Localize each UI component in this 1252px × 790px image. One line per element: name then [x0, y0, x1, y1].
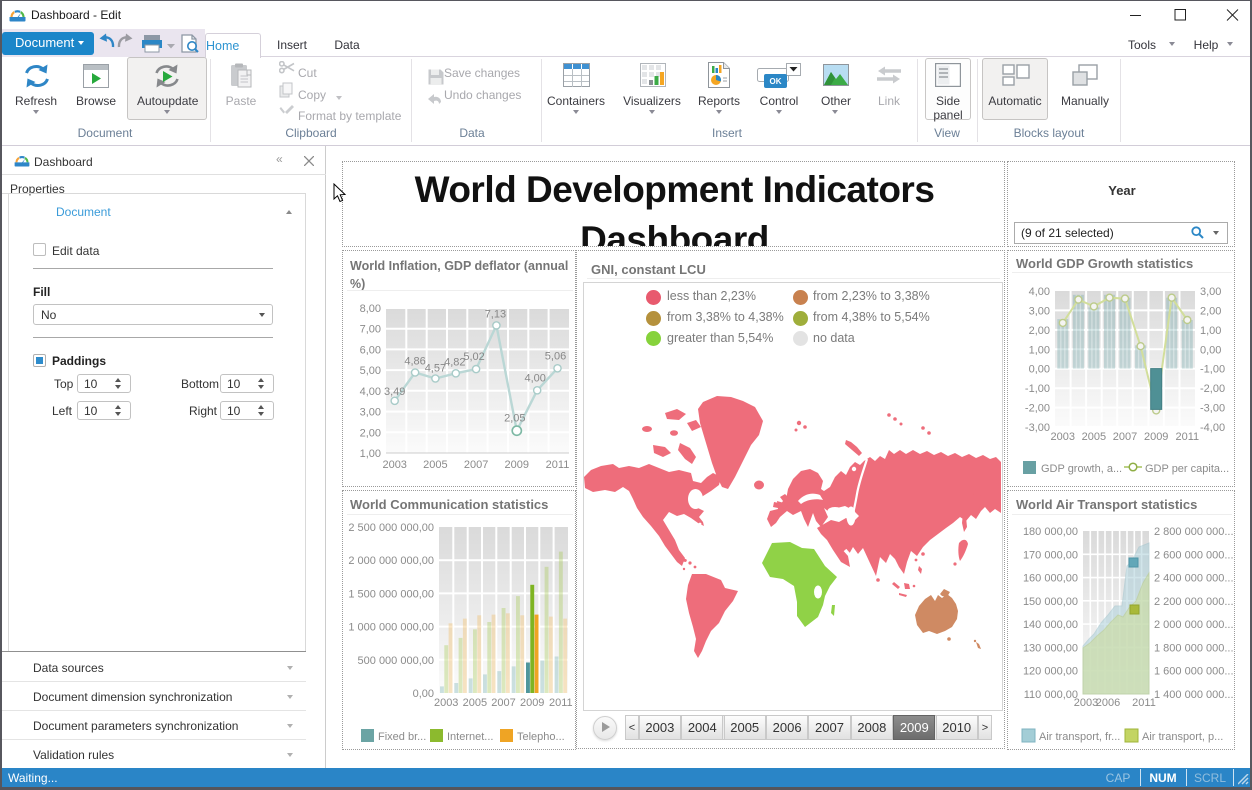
svg-text:2,00: 2,00 — [1200, 305, 1221, 317]
svg-text:7,13: 7,13 — [485, 308, 506, 320]
svg-text:2003: 2003 — [382, 459, 406, 471]
svg-text:2 600 000 000...: 2 600 000 000... — [1154, 549, 1234, 561]
svg-text:-2,00: -2,00 — [1025, 403, 1050, 415]
svg-text:2009: 2009 — [1144, 431, 1168, 443]
svg-text:Air transport, fr...: Air transport, fr... — [1039, 731, 1120, 743]
svg-text:4,57: 4,57 — [425, 363, 446, 375]
svg-text:-4,00: -4,00 — [1200, 422, 1225, 434]
svg-text:110 000,00: 110 000,00 — [1024, 689, 1078, 701]
svg-text:2 000 000 000...: 2 000 000 000... — [1154, 619, 1234, 631]
svg-text:5,00: 5,00 — [360, 365, 381, 377]
svg-text:2005: 2005 — [463, 697, 487, 709]
svg-text:2 500 000 000,00: 2 500 000 000,00 — [348, 522, 434, 534]
svg-text:2007: 2007 — [1113, 431, 1137, 443]
svg-text:OK: OK — [770, 77, 782, 86]
svg-text:2011: 2011 — [1175, 431, 1199, 443]
svg-text:130 000,00: 130 000,00 — [1023, 642, 1078, 654]
svg-text:0,00: 0,00 — [1029, 364, 1050, 376]
svg-text:120 000,00: 120 000,00 — [1023, 666, 1078, 678]
svg-text:2007: 2007 — [464, 459, 488, 471]
svg-text:Internet...: Internet... — [447, 731, 493, 743]
svg-text:0,00: 0,00 — [1200, 344, 1221, 356]
svg-text:2,00: 2,00 — [360, 427, 381, 439]
svg-text:7,00: 7,00 — [360, 324, 381, 336]
svg-text:2011: 2011 — [549, 697, 573, 709]
svg-text:2,05: 2,05 — [504, 413, 525, 425]
svg-text:150 000,00: 150 000,00 — [1023, 596, 1078, 608]
svg-text:4,00: 4,00 — [360, 386, 381, 398]
svg-text:160 000,00: 160 000,00 — [1023, 573, 1078, 585]
svg-text:Air transport, p...: Air transport, p... — [1142, 731, 1223, 743]
svg-text:2011: 2011 — [1132, 697, 1156, 709]
svg-text:5,02: 5,02 — [463, 351, 484, 363]
svg-text:8,00: 8,00 — [360, 303, 381, 315]
svg-text:2003: 2003 — [434, 697, 458, 709]
svg-text:2 200 000 000...: 2 200 000 000... — [1154, 596, 1234, 608]
svg-text:2009: 2009 — [505, 459, 529, 471]
svg-text:2011: 2011 — [546, 459, 570, 471]
svg-text:2007: 2007 — [491, 697, 515, 709]
svg-text:GDP growth, a...: GDP growth, a... — [1041, 463, 1122, 475]
svg-text:2 000 000 000,00: 2 000 000 000,00 — [348, 555, 434, 567]
svg-text:1,00: 1,00 — [1200, 325, 1221, 337]
svg-text:3,00: 3,00 — [360, 407, 381, 419]
svg-text:2005: 2005 — [1082, 431, 1106, 443]
svg-text:2003: 2003 — [1051, 431, 1075, 443]
svg-text:Telepho...: Telepho... — [517, 731, 565, 743]
svg-text:-2,00: -2,00 — [1200, 383, 1225, 395]
svg-text:2,00: 2,00 — [1029, 325, 1050, 337]
svg-text:3,49: 3,49 — [384, 386, 405, 398]
svg-text:1 000 000 000,00: 1 000 000 000,00 — [348, 622, 434, 634]
svg-text:3,00: 3,00 — [1029, 305, 1050, 317]
svg-text:1 800 000 000...: 1 800 000 000... — [1154, 642, 1234, 654]
svg-text:1 600 000 000...: 1 600 000 000... — [1154, 666, 1234, 678]
svg-text:-1,00: -1,00 — [1025, 383, 1050, 395]
svg-text:2003: 2003 — [1074, 697, 1098, 709]
svg-text:2006: 2006 — [1096, 697, 1120, 709]
svg-text:4,86: 4,86 — [404, 356, 425, 368]
svg-text:-1,00: -1,00 — [1200, 364, 1225, 376]
svg-text:1,00: 1,00 — [1029, 344, 1050, 356]
svg-text:4,00: 4,00 — [1029, 286, 1050, 298]
svg-text:1 400 000 000...: 1 400 000 000... — [1154, 689, 1234, 701]
svg-text:4,00: 4,00 — [524, 372, 545, 384]
svg-text:2 400 000 000...: 2 400 000 000... — [1154, 573, 1234, 585]
svg-text:6,00: 6,00 — [360, 344, 381, 356]
svg-text:2005: 2005 — [423, 459, 447, 471]
svg-text:140 000,00: 140 000,00 — [1023, 619, 1078, 631]
svg-text:1,00: 1,00 — [360, 448, 381, 460]
svg-text:-3,00: -3,00 — [1200, 403, 1225, 415]
svg-text:-3,00: -3,00 — [1025, 422, 1050, 434]
svg-text:1 500 000 000,00: 1 500 000 000,00 — [348, 588, 434, 600]
svg-text:2009: 2009 — [520, 697, 544, 709]
svg-text:5,06: 5,06 — [545, 350, 566, 362]
svg-text:3,00: 3,00 — [1200, 286, 1221, 298]
svg-text:2 800 000 000...: 2 800 000 000... — [1154, 526, 1234, 538]
svg-text:4,82: 4,82 — [444, 356, 465, 368]
svg-text:500 000 000,00: 500 000 000,00 — [358, 655, 434, 667]
svg-text:Fixed br...: Fixed br... — [378, 731, 426, 743]
svg-text:0,00: 0,00 — [413, 688, 434, 700]
svg-text:180 000,00: 180 000,00 — [1023, 526, 1078, 538]
svg-text:170 000,00: 170 000,00 — [1023, 549, 1078, 561]
svg-text:GDP per capita...: GDP per capita... — [1145, 463, 1229, 475]
